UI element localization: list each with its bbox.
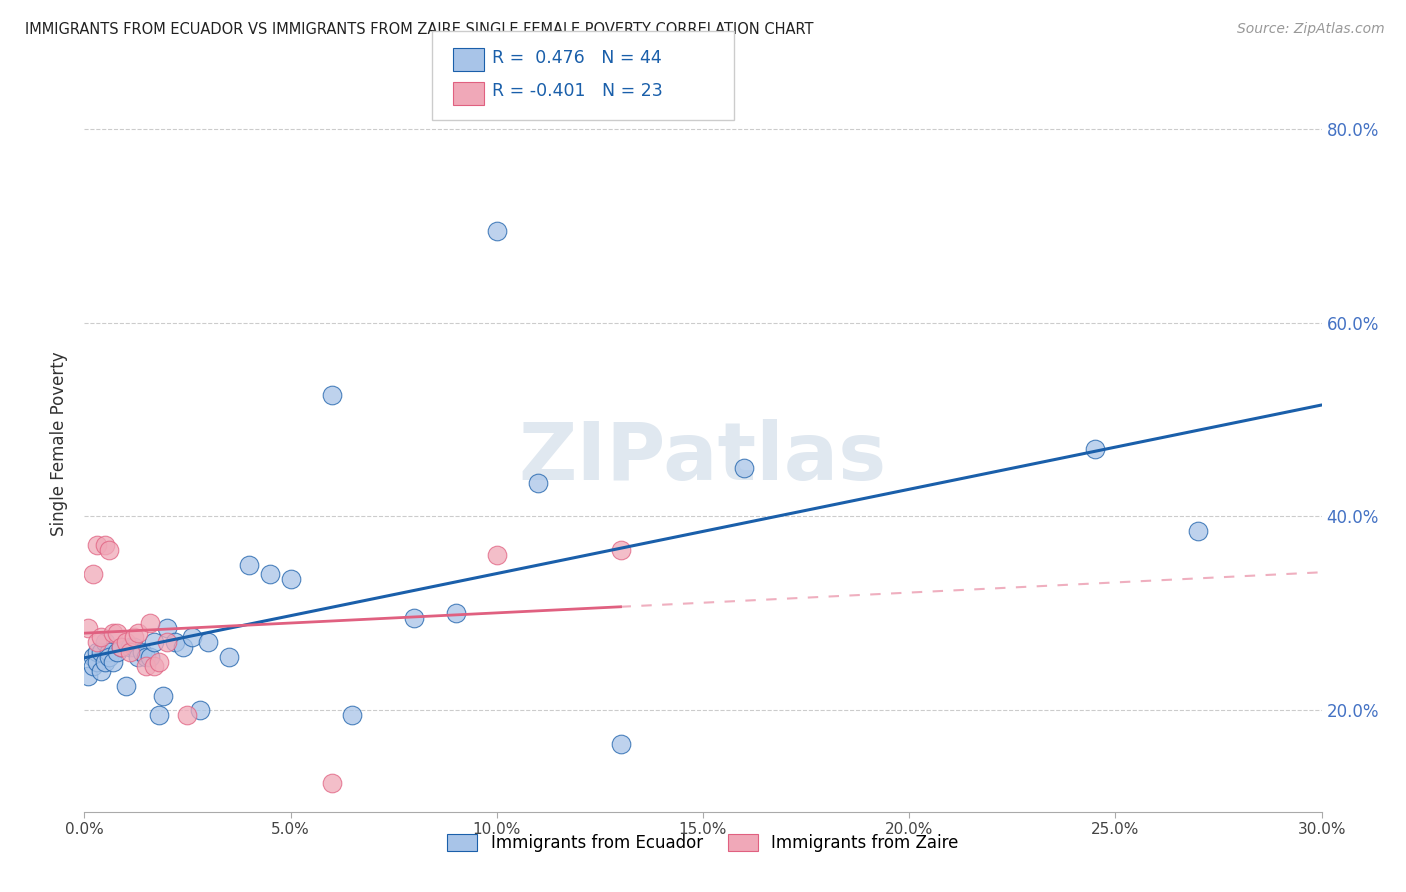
Point bbox=[77, 669, 100, 683]
Point bbox=[77, 621, 100, 635]
Point bbox=[609, 543, 631, 558]
Point bbox=[280, 572, 302, 586]
Point bbox=[90, 665, 112, 679]
Point bbox=[527, 475, 550, 490]
Point bbox=[321, 388, 343, 402]
Point bbox=[172, 640, 194, 654]
Point bbox=[156, 635, 179, 649]
Point bbox=[156, 621, 179, 635]
Point bbox=[103, 625, 125, 640]
Point bbox=[98, 645, 121, 659]
Point bbox=[609, 737, 631, 751]
Point bbox=[90, 631, 112, 645]
Text: IMMIGRANTS FROM ECUADOR VS IMMIGRANTS FROM ZAIRE SINGLE FEMALE POVERTY CORRELATI: IMMIGRANTS FROM ECUADOR VS IMMIGRANTS FR… bbox=[25, 22, 814, 37]
Point bbox=[86, 538, 108, 552]
Point bbox=[165, 635, 187, 649]
Point bbox=[105, 625, 128, 640]
Y-axis label: Single Female Poverty: Single Female Poverty bbox=[51, 351, 69, 536]
Point bbox=[188, 703, 211, 717]
Point bbox=[110, 640, 132, 654]
Point bbox=[485, 548, 508, 562]
Point bbox=[176, 707, 198, 722]
Point bbox=[135, 659, 157, 673]
Point bbox=[90, 645, 112, 659]
Point bbox=[110, 640, 132, 654]
Point bbox=[105, 645, 128, 659]
Point bbox=[152, 689, 174, 703]
Point bbox=[404, 611, 426, 625]
Point bbox=[197, 635, 219, 649]
Point bbox=[218, 649, 240, 664]
Point bbox=[114, 635, 136, 649]
Point bbox=[82, 649, 104, 664]
Point bbox=[86, 635, 108, 649]
Point bbox=[94, 655, 117, 669]
Point bbox=[98, 543, 121, 558]
Point bbox=[444, 606, 467, 620]
Point bbox=[148, 655, 170, 669]
Text: Source: ZipAtlas.com: Source: ZipAtlas.com bbox=[1237, 22, 1385, 37]
Point bbox=[82, 659, 104, 673]
Point bbox=[118, 640, 141, 654]
Point bbox=[143, 635, 166, 649]
Point bbox=[127, 625, 149, 640]
Point bbox=[114, 679, 136, 693]
Point bbox=[238, 558, 260, 572]
Point bbox=[135, 649, 157, 664]
Legend: Immigrants from Ecuador, Immigrants from Zaire: Immigrants from Ecuador, Immigrants from… bbox=[440, 827, 966, 859]
Point bbox=[342, 707, 364, 722]
Point bbox=[118, 645, 141, 659]
Point bbox=[143, 659, 166, 673]
Point bbox=[131, 645, 153, 659]
Point bbox=[259, 567, 281, 582]
Point bbox=[94, 538, 117, 552]
Point bbox=[127, 649, 149, 664]
Text: R =  0.476   N = 44: R = 0.476 N = 44 bbox=[492, 49, 662, 67]
Point bbox=[103, 655, 125, 669]
Text: R = -0.401   N = 23: R = -0.401 N = 23 bbox=[492, 82, 662, 100]
Point bbox=[122, 640, 145, 654]
Point bbox=[321, 775, 343, 789]
Point bbox=[82, 567, 104, 582]
Point bbox=[86, 655, 108, 669]
Point bbox=[94, 635, 117, 649]
Point bbox=[86, 645, 108, 659]
Point bbox=[1084, 442, 1107, 456]
Point bbox=[148, 707, 170, 722]
Point bbox=[98, 649, 121, 664]
Point bbox=[139, 649, 162, 664]
Point bbox=[1187, 524, 1209, 538]
Text: ZIPatlas: ZIPatlas bbox=[519, 419, 887, 498]
Point bbox=[180, 631, 202, 645]
Point bbox=[139, 615, 162, 630]
Point bbox=[485, 224, 508, 238]
Point bbox=[733, 461, 755, 475]
Point bbox=[122, 631, 145, 645]
